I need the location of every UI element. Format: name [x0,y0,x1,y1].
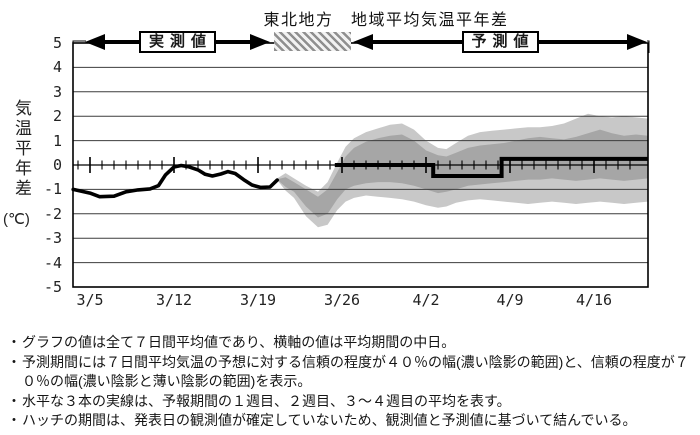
x-tick-label: 3/26 [323,291,361,309]
confidence-40-band [277,129,648,218]
footnote-item: ・ グラフの値は全て７日間平均値であり、横軸の値は平均期間の中日。 [6,333,698,353]
y-tick-label: -1 [43,180,62,199]
footnotes: ・ グラフの値は全て７日間平均値であり、横軸の値は平均期間の中日。 ・ 予測期間… [6,333,698,431]
x-tick-label: 3/5 [76,291,104,309]
footnote-text: ハッチの期間は、発表日の観測値が確定していないため、観測値と予測値に基づいて結ん… [22,412,637,428]
arrow-shaft [105,40,139,44]
y-tick-label: 0 [52,156,62,174]
page-title: 東北地方 地域平均気温平年差 [263,12,509,29]
observed-label-box: 実測値 [139,31,217,53]
y-tick-label: 2 [52,107,62,126]
y-tick-label: 3 [52,82,62,101]
forecast-mean-lines [334,156,648,178]
arrow-shaft [216,40,251,44]
forecast-period-arrow: 予測値 [353,31,648,53]
footnote-item: ・ 予測期間には７日間平均気温の予想に対する信頼の程度が４０％の幅(濃い陰影の範… [6,353,698,392]
arrow-left-icon [353,34,373,50]
footnote-item: ・ ハッチの期間は、発表日の観測値が確定していないため、観測値と予測値に基づいて… [6,411,698,431]
y-tick-label: -5 [43,278,62,296]
y-tick-label: 4 [52,58,62,77]
y-tick-label: 5 [52,34,62,52]
arrow-shaft [373,40,462,44]
footnote-text: 水平な３本の実線は、予報期間の１週目、２週目、３～４週目の平均を表す。 [22,392,511,409]
arrow-left-icon [85,34,105,50]
footnote-item: ・ 水平な３本の実線は、予報期間の１週目、２週目、３～４週目の平均を表す。 [6,392,698,412]
hatch-period-box [274,32,351,51]
y-tick-label: -4 [43,253,62,272]
arrow-connector-left [72,40,86,43]
observed-line [71,163,280,199]
observed-period-arrow: 実測値 [85,31,271,53]
y-tick-label: -3 [43,229,62,248]
y-tick-label: 1 [52,131,62,150]
arrow-right-icon [250,34,271,50]
bullet-icon: ・ [7,353,21,370]
x-tick-label: 4/9 [496,291,524,309]
x-tick-label: 3/12 [155,291,193,309]
y-axis-title: 気温平年差 [12,99,31,199]
arrow-shaft [538,40,628,44]
y-axis-unit: (℃) [3,211,30,228]
forecast-label-box: 予測値 [461,31,539,53]
x-tick-label: 4/16 [575,291,613,309]
arrow-right-icon [627,34,648,50]
bullet-icon: ・ [7,412,21,428]
y-tick-label: -2 [43,204,62,223]
anomaly-chart-canvas [71,40,650,288]
arrow-connector-right [647,40,650,53]
bullet-icon: ・ [7,334,21,350]
footnote-text: グラフの値は全て７日間平均値であり、横軸の値は平均期間の中日。 [22,334,456,350]
x-tick-label: 4/2 [412,291,440,309]
footnote-text: 予測期間には７日間平均気温の予想に対する信頼の程度が４０％の幅(濃い陰影の範囲)… [22,353,689,390]
x-tick-label: 3/19 [239,291,277,309]
bullet-icon: ・ [7,392,21,409]
